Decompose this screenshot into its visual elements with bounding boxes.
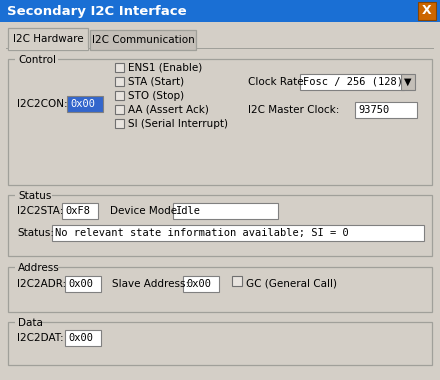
Text: No relevant state information available; SI = 0: No relevant state information available;… bbox=[55, 228, 349, 238]
Bar bbox=[300, 74, 404, 90]
Bar bbox=[8, 195, 432, 256]
Text: I2C2DAT:: I2C2DAT: bbox=[17, 333, 64, 343]
Text: STO (Stop): STO (Stop) bbox=[128, 91, 184, 101]
Bar bbox=[67, 96, 103, 112]
Bar bbox=[8, 28, 88, 50]
Bar bbox=[15, 316, 41, 329]
Text: I2C2CON:: I2C2CON: bbox=[17, 99, 68, 109]
Bar bbox=[65, 330, 101, 346]
Text: 0x00: 0x00 bbox=[70, 99, 95, 109]
Bar bbox=[15, 53, 58, 66]
Bar bbox=[115, 77, 124, 86]
Text: Slave Address:: Slave Address: bbox=[112, 279, 189, 289]
Bar bbox=[173, 203, 278, 219]
Text: Data: Data bbox=[18, 318, 43, 328]
Text: Control: Control bbox=[18, 55, 56, 65]
Text: Fosc / 256 (128): Fosc / 256 (128) bbox=[303, 77, 403, 87]
Text: I2C Hardware: I2C Hardware bbox=[13, 34, 83, 44]
Text: SI (Serial Interrupt): SI (Serial Interrupt) bbox=[128, 119, 228, 129]
Bar bbox=[418, 2, 436, 20]
Text: 0x00: 0x00 bbox=[186, 279, 211, 289]
Text: ENS1 (Enable): ENS1 (Enable) bbox=[128, 63, 202, 73]
Bar bbox=[52, 225, 424, 241]
Text: Idle: Idle bbox=[176, 206, 201, 216]
Bar bbox=[65, 276, 101, 292]
Text: Address: Address bbox=[18, 263, 60, 273]
Text: Clock Rate:: Clock Rate: bbox=[248, 77, 307, 87]
Bar bbox=[8, 322, 432, 365]
Bar bbox=[15, 261, 58, 274]
Text: Status:: Status: bbox=[17, 228, 54, 238]
Bar bbox=[8, 267, 432, 312]
Bar bbox=[62, 203, 98, 219]
Text: I2C Master Clock:: I2C Master Clock: bbox=[248, 105, 339, 115]
Bar bbox=[90, 30, 196, 50]
Text: AA (Assert Ack): AA (Assert Ack) bbox=[128, 105, 209, 115]
Text: I2C2ADR:: I2C2ADR: bbox=[17, 279, 66, 289]
Text: ▼: ▼ bbox=[404, 77, 412, 87]
Bar bbox=[183, 276, 219, 292]
Text: STA (Start): STA (Start) bbox=[128, 77, 184, 87]
Bar bbox=[6, 48, 434, 49]
Text: X: X bbox=[422, 5, 432, 17]
Bar bbox=[8, 59, 432, 185]
Bar bbox=[401, 74, 415, 90]
Text: I2C2STA:: I2C2STA: bbox=[17, 206, 63, 216]
Text: 0x00: 0x00 bbox=[68, 279, 93, 289]
Text: Device Mode:: Device Mode: bbox=[110, 206, 181, 216]
Text: GC (General Call): GC (General Call) bbox=[246, 279, 337, 289]
Text: 0xF8: 0xF8 bbox=[65, 206, 90, 216]
Bar bbox=[115, 63, 124, 72]
Bar bbox=[232, 276, 242, 286]
Text: 0x00: 0x00 bbox=[68, 333, 93, 343]
Bar bbox=[15, 189, 52, 202]
Text: Status: Status bbox=[18, 191, 51, 201]
Text: 93750: 93750 bbox=[358, 105, 389, 115]
Bar bbox=[0, 0, 440, 22]
Bar bbox=[115, 105, 124, 114]
Bar bbox=[115, 91, 124, 100]
Text: I2C Communication: I2C Communication bbox=[92, 35, 194, 45]
Text: Secondary I2C Interface: Secondary I2C Interface bbox=[7, 5, 187, 17]
Bar bbox=[9, 48, 88, 50]
Bar bbox=[355, 102, 417, 118]
Bar bbox=[115, 119, 124, 128]
